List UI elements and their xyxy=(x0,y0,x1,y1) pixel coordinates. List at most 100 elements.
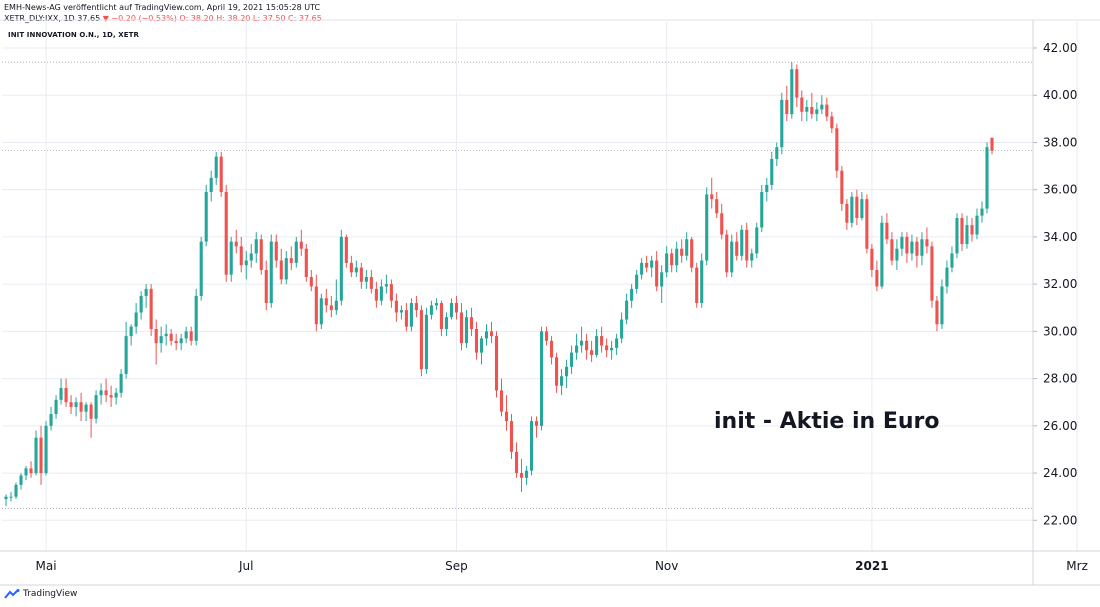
y-tick-label: 28.00 xyxy=(1043,372,1077,386)
candle xyxy=(424,307,428,374)
candle xyxy=(9,491,13,502)
candle xyxy=(474,321,479,360)
candle-body xyxy=(655,260,659,287)
candle-body xyxy=(695,267,699,304)
candle-body xyxy=(610,347,614,351)
candle xyxy=(840,166,844,211)
candle xyxy=(319,293,323,330)
candle xyxy=(464,310,469,348)
candle-body xyxy=(124,336,128,374)
candle xyxy=(575,333,579,360)
candle xyxy=(850,192,854,228)
candle xyxy=(499,378,504,417)
candle xyxy=(409,298,413,332)
candle-body xyxy=(424,314,428,370)
candle-body xyxy=(269,241,273,304)
candle xyxy=(830,111,834,133)
candle xyxy=(14,482,18,500)
candle xyxy=(975,208,979,240)
candle xyxy=(334,279,338,315)
candle xyxy=(299,229,303,256)
candle-body xyxy=(845,203,849,223)
candle-body xyxy=(329,305,333,311)
candle xyxy=(189,326,193,346)
candle xyxy=(359,262,363,289)
candle xyxy=(284,251,288,285)
candle-body xyxy=(524,470,529,478)
candle-body xyxy=(745,229,749,261)
candle xyxy=(49,406,53,431)
candle-body xyxy=(69,402,73,407)
candle-body xyxy=(499,390,504,412)
candle-body xyxy=(865,199,869,249)
candle-body xyxy=(19,475,23,485)
candle-body xyxy=(114,392,118,398)
candle xyxy=(314,274,318,332)
candle-body xyxy=(715,199,719,214)
candle-body xyxy=(369,277,373,289)
candle xyxy=(555,352,559,393)
candle-body xyxy=(585,340,589,351)
candle xyxy=(760,184,764,233)
candle xyxy=(565,359,569,389)
candle xyxy=(99,383,103,405)
candle-body xyxy=(344,236,348,263)
candle xyxy=(64,378,68,407)
candle xyxy=(169,329,173,346)
candle-body xyxy=(925,239,929,247)
candle xyxy=(570,345,574,374)
candle-body xyxy=(254,239,258,254)
y-tick-label: 32.00 xyxy=(1043,277,1077,291)
candle-body xyxy=(700,260,704,304)
candle-body xyxy=(449,303,454,318)
candle xyxy=(845,199,849,230)
candle-body xyxy=(565,366,569,377)
candle-body xyxy=(334,300,338,311)
candle xyxy=(560,369,564,396)
candle xyxy=(439,300,443,337)
candle-body xyxy=(324,298,328,306)
candle-body xyxy=(509,421,514,452)
candle xyxy=(690,236,694,273)
candle-body xyxy=(364,277,368,282)
candle-body xyxy=(219,156,223,193)
y-tick-label: 26.00 xyxy=(1043,419,1077,433)
candle xyxy=(825,97,829,122)
candle xyxy=(715,192,719,219)
candle-body xyxy=(765,184,769,193)
candle-body xyxy=(750,253,754,261)
candle xyxy=(39,425,43,485)
footer-brand: TradingView xyxy=(23,589,78,599)
candle-body xyxy=(555,357,559,386)
candle xyxy=(184,326,188,344)
candle xyxy=(204,184,208,247)
candle-body xyxy=(84,404,88,412)
candle xyxy=(725,229,729,278)
candle-body xyxy=(429,305,433,315)
candle xyxy=(720,203,724,240)
candle xyxy=(74,397,78,417)
candle xyxy=(770,151,774,190)
candle-body xyxy=(990,137,994,151)
candle xyxy=(34,430,38,476)
footer[interactable]: TradingView xyxy=(4,589,77,599)
x-tick-label: Sep xyxy=(445,559,468,573)
candle-body xyxy=(810,107,814,115)
candle-body xyxy=(600,336,604,346)
candle xyxy=(935,295,939,332)
y-tick-label: 22.00 xyxy=(1043,513,1077,527)
candle-body xyxy=(394,300,398,313)
candle xyxy=(354,260,358,278)
candle-body xyxy=(354,267,358,273)
candle xyxy=(980,201,984,223)
candle xyxy=(444,312,448,337)
candle-body xyxy=(34,437,38,474)
candle-body xyxy=(339,236,343,301)
candle xyxy=(610,340,614,360)
candle-body xyxy=(229,241,233,275)
candle xyxy=(19,473,23,490)
candle-body xyxy=(379,286,383,301)
candle xyxy=(605,338,609,358)
candle xyxy=(54,395,58,419)
